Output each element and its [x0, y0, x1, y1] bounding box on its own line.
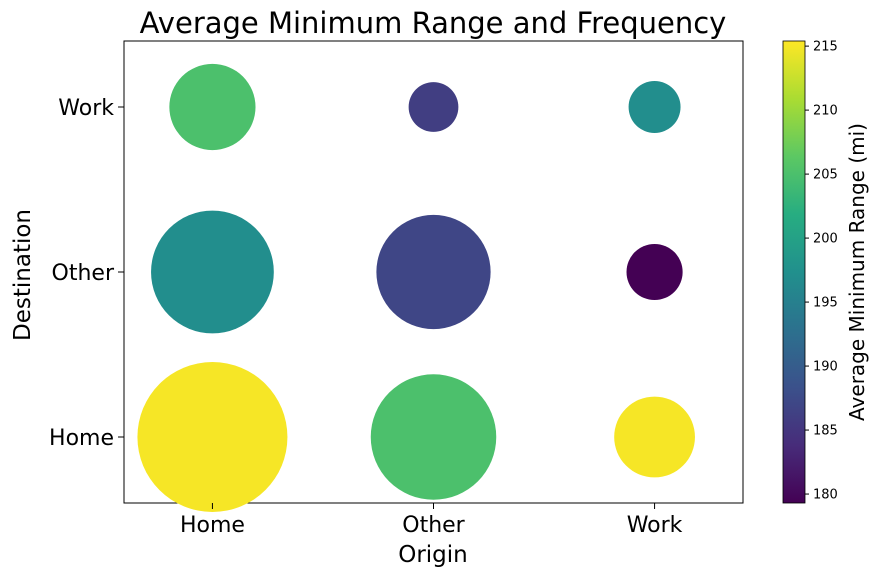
y-tick-label: Other: [52, 261, 115, 286]
bubble-home-to-other: [151, 210, 274, 334]
y-axis-label: Destination: [10, 209, 36, 341]
colorbar-tick-label: 205: [813, 168, 838, 183]
colorbar-tick-label: 190: [813, 360, 838, 375]
colorbar-tick-label: 210: [813, 104, 838, 119]
bubble-other-to-home: [370, 374, 497, 500]
bubble-home-to-work: [169, 63, 256, 151]
bubble-home-to-home: [137, 362, 288, 512]
bubble-work-to-other: [626, 243, 683, 301]
y-tick-label: Home: [49, 426, 114, 451]
colorbar-tick-label: 200: [813, 232, 838, 247]
x-tick-label: Work: [627, 513, 683, 538]
bubble-other-to-work: [408, 82, 459, 132]
colorbar-tick-label: 185: [813, 424, 838, 439]
chart-title: Average Minimum Range and Frequency: [140, 6, 727, 40]
bubble-work-to-work: [628, 81, 681, 133]
colorbar-tick-label: 215: [813, 40, 838, 55]
y-tick-label: Work: [58, 96, 114, 121]
colorbar: [782, 40, 806, 504]
colorbar-label: Average Minimum Range (mi): [845, 123, 869, 421]
bubble-work-to-home: [614, 396, 695, 478]
x-axis-label: Origin: [398, 542, 468, 568]
x-tick-label: Home: [180, 513, 245, 538]
bubble-other-to-other: [376, 214, 491, 330]
colorbar-tick-label: 195: [813, 296, 838, 311]
x-tick-label: Other: [402, 513, 465, 538]
colorbar-tick-label: 180: [813, 488, 838, 503]
